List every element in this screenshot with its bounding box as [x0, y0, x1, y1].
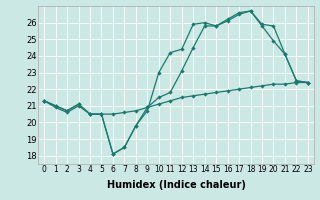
X-axis label: Humidex (Indice chaleur): Humidex (Indice chaleur) [107, 180, 245, 190]
